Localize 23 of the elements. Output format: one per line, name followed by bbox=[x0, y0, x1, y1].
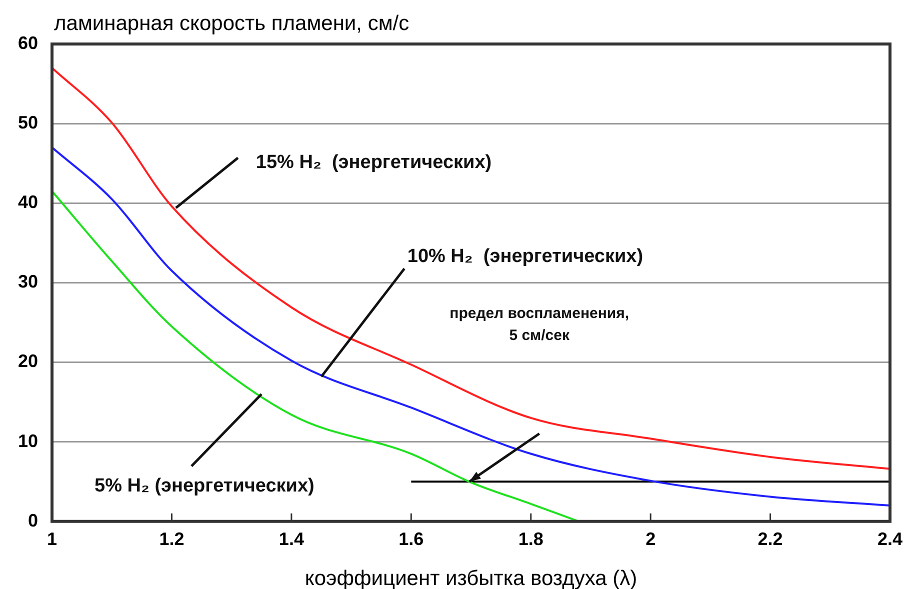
annotation: предел воспламенения, 5 см/сек bbox=[450, 304, 630, 344]
x-axis-title: коэффициент избытка воздуха (λ) bbox=[304, 567, 638, 589]
annotation: 5% H₂ (энергетических) bbox=[94, 475, 314, 496]
x-tick-label: 1.2 bbox=[159, 529, 184, 550]
y-tick-label: 0 bbox=[28, 510, 38, 530]
y-tick-label: 20 bbox=[18, 351, 38, 372]
x-tick-label: 1.8 bbox=[518, 529, 544, 550]
x-tick-label: 1 bbox=[47, 529, 58, 550]
annotation: 10% H₂ (энергетических) bbox=[407, 246, 644, 267]
y-tick-label: 40 bbox=[18, 192, 38, 212]
line-series bbox=[52, 146, 890, 506]
y-tick-label: 10 bbox=[18, 430, 38, 451]
x-tick-label: 1.4 bbox=[278, 529, 304, 550]
x-tick-label: 2.2 bbox=[758, 529, 783, 550]
line-series bbox=[52, 66, 890, 470]
annotation: 15% H₂ (энергетических) bbox=[256, 152, 492, 174]
y-tick-label: 50 bbox=[18, 112, 38, 133]
y-tick-label: 60 bbox=[18, 32, 38, 53]
x-tick-label: 2.4 bbox=[877, 529, 903, 550]
y-tick-label: 30 bbox=[18, 272, 38, 292]
x-tick-label: 2 bbox=[646, 529, 656, 550]
x-tick-label: 1.6 bbox=[398, 529, 424, 550]
y-axis-title: ламинарная скорость пламени, см/с bbox=[54, 12, 410, 35]
